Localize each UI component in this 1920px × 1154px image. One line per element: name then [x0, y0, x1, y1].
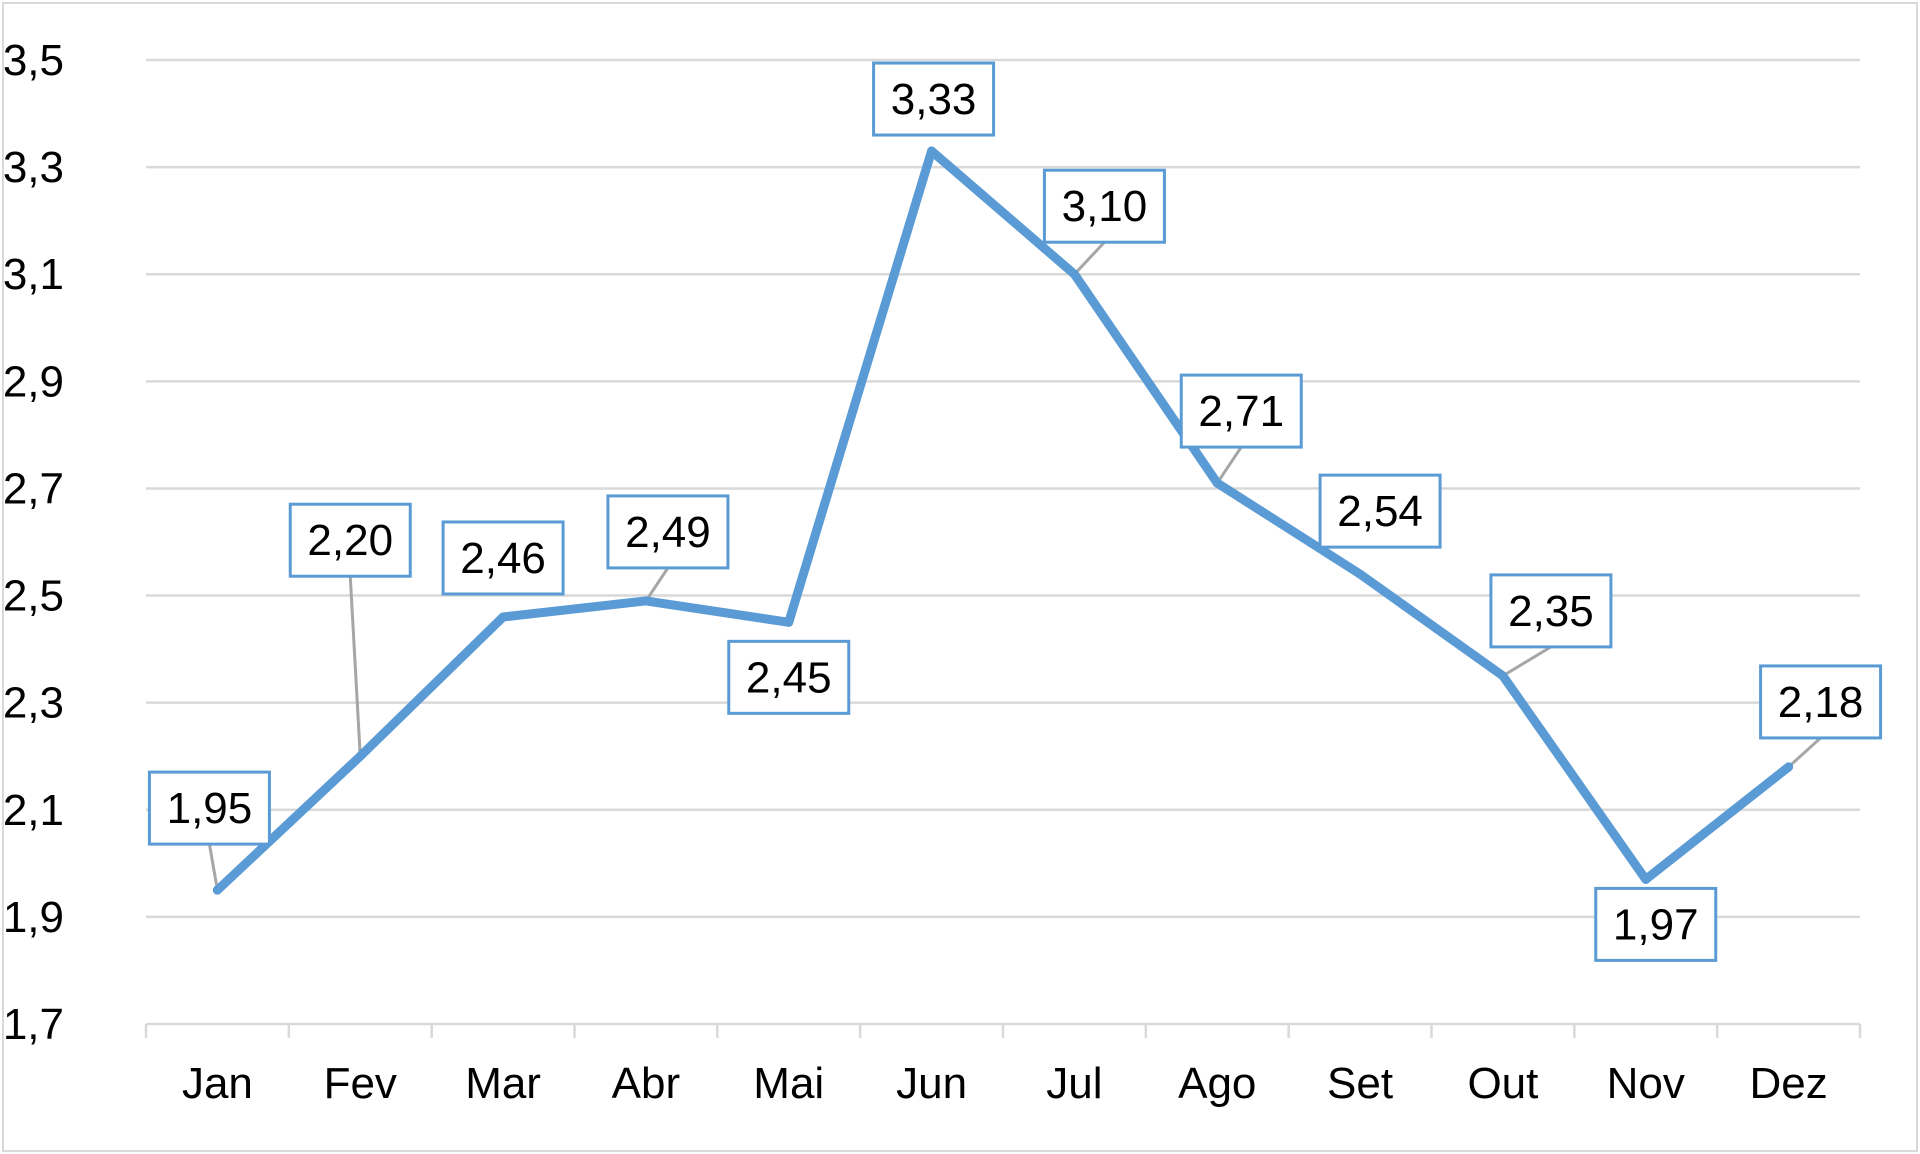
data-point	[1498, 671, 1508, 681]
data-label: 2,54	[1337, 487, 1423, 536]
y-tick-label: 2,1	[4, 786, 64, 835]
y-tick-label: 2,7	[4, 464, 64, 513]
data-labels: 1,95 2,20 2,46 2,49 2,45 3,33 3,10 2,71 2,54 2,35…	[147, 61, 1883, 962]
label-leader-lines	[207, 241, 1822, 891]
data-label-box	[288, 502, 412, 578]
data-label-box	[1759, 664, 1883, 740]
data-label-box	[147, 770, 271, 846]
data-point	[927, 146, 937, 156]
data-label-box	[1318, 473, 1442, 549]
data-point	[1784, 762, 1794, 772]
y-tick-label: 2,5	[4, 572, 64, 621]
x-tick-label: Out	[1467, 1059, 1538, 1108]
y-tick-label: 1,9	[4, 893, 64, 942]
y-tick-label: 2,9	[4, 357, 64, 406]
x-tick-label: Mar	[465, 1059, 541, 1108]
x-tick-label: Abr	[612, 1059, 680, 1108]
x-axis	[144, 1022, 1862, 1038]
leader-line	[1502, 645, 1552, 678]
x-tick-label: Fev	[324, 1059, 397, 1108]
leader-line	[207, 843, 219, 891]
data-label: 2,46	[460, 534, 546, 583]
data-point	[641, 596, 651, 606]
x-tick-label: Dez	[1749, 1059, 1827, 1108]
data-label: 2,20	[307, 516, 393, 565]
data-label: 2,49	[625, 508, 711, 557]
data-point	[1069, 269, 1079, 279]
leader-line	[1073, 241, 1106, 276]
y-axis-tick-labels: 1,7 1,9 2,1 2,3 2,5 2,7 2,9 3,1 3,3 3,5	[4, 36, 64, 1049]
data-label: 3,33	[891, 75, 977, 124]
gridlines	[146, 58, 1860, 919]
x-tick-label: Jun	[896, 1059, 967, 1108]
data-label-box	[727, 639, 851, 715]
x-tick-label: Ago	[1178, 1059, 1256, 1108]
data-label: 2,45	[746, 653, 832, 702]
data-label: 3,10	[1062, 182, 1148, 231]
y-tick-label: 3,5	[4, 36, 64, 85]
x-tick-label: Set	[1327, 1059, 1393, 1108]
leader-line	[1787, 736, 1822, 769]
data-label-box	[1594, 886, 1718, 962]
data-label-box	[1179, 373, 1303, 449]
data-label: 2,71	[1198, 387, 1284, 436]
data-label: 2,18	[1778, 678, 1864, 727]
data-label: 1,95	[167, 784, 253, 833]
data-label-box	[1042, 168, 1166, 244]
x-tick-label: Jan	[182, 1059, 253, 1108]
x-tick-label: Nov	[1607, 1059, 1685, 1108]
data-label-box	[606, 494, 730, 570]
data-point	[784, 617, 794, 627]
data-point	[212, 885, 222, 895]
series-line	[212, 146, 1794, 895]
y-tick-label: 3,1	[4, 250, 64, 299]
data-point	[1641, 874, 1651, 884]
data-point	[1355, 569, 1365, 579]
data-point	[1212, 478, 1222, 488]
y-tick-label: 3,3	[4, 143, 64, 192]
line-chart: 1,7 1,9 2,1 2,3 2,5 2,7 2,9 3,1 3,3 3,5 Jan Fev Mar…	[4, 36, 1883, 1108]
series-line-layer	[212, 146, 1794, 895]
data-label: 1,97	[1613, 900, 1699, 949]
leader-line	[348, 576, 362, 757]
data-point	[498, 612, 508, 622]
x-tick-label: Mai	[753, 1059, 824, 1108]
data-point	[355, 751, 365, 761]
y-tick-label: 2,3	[4, 679, 64, 728]
x-tick-label: Jul	[1046, 1059, 1102, 1108]
data-label-box	[1489, 573, 1613, 649]
data-label-box	[872, 61, 996, 137]
data-label: 2,35	[1508, 587, 1594, 636]
data-label-box	[441, 520, 565, 596]
y-tick-label: 1,7	[4, 1000, 64, 1049]
x-axis-tick-labels: Jan Fev Mar Abr Mai Jun Jul Ago Set Out Nov Dez	[182, 1059, 1828, 1108]
leader-line	[644, 567, 670, 602]
leader-line	[1216, 446, 1243, 484]
